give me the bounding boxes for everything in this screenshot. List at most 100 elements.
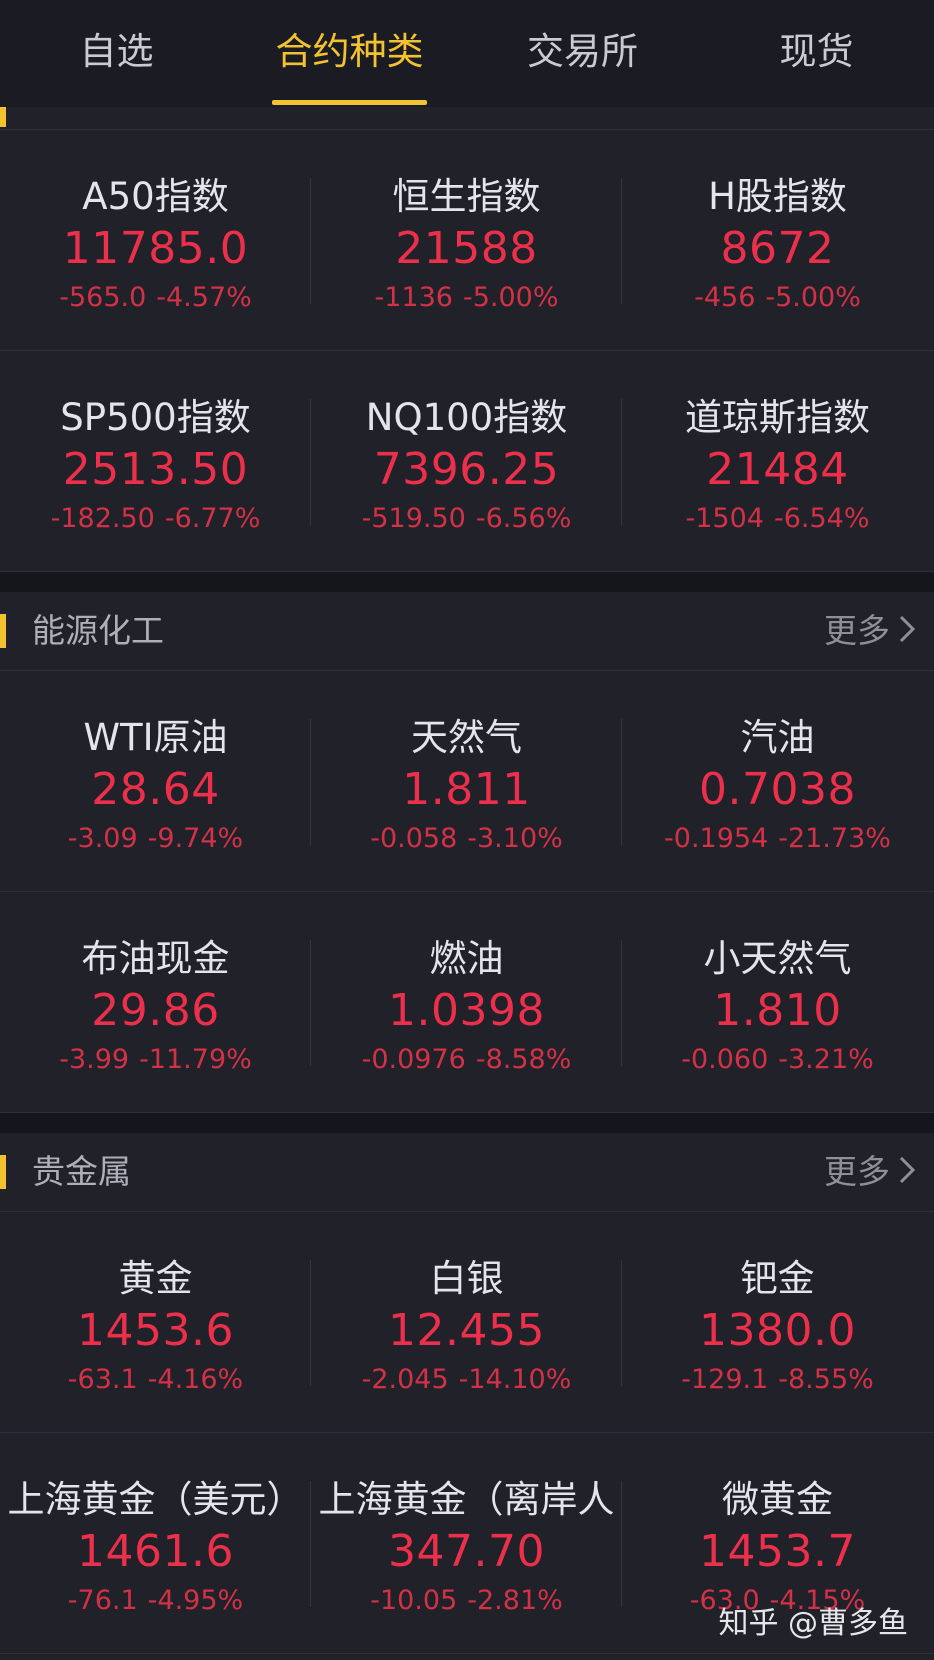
last-price: 7396.25 (373, 444, 560, 495)
more-label: 更多 (824, 1152, 890, 1191)
instrument-name: NQ100指数 (365, 396, 568, 439)
section-spacer (0, 1113, 934, 1133)
instrument-name: 恒生指数 (392, 175, 541, 218)
quote-row: A50指数 11785.0 -565.0 -4.57% 恒生指数 21588 -1… (0, 130, 934, 351)
column-divider (621, 940, 622, 1066)
instrument-name: 布油现金 (81, 937, 230, 980)
last-price: 1.811 (402, 764, 531, 815)
quote-card[interactable]: NQ100指数 7396.25 -519.50 -6.56% (311, 351, 622, 571)
more-button[interactable]: 更多 (824, 592, 916, 670)
change-percent: -9.74% (147, 823, 244, 854)
price-change: -0.0976 -8.58% (311, 1043, 622, 1077)
section-accent-bar (0, 107, 6, 127)
change-value: -2.045 (361, 1364, 449, 1395)
quote-card[interactable]: 天然气 1.811 -0.058 -3.10% (311, 671, 622, 891)
quote-row: 黄金 1453.6 -63.1 -4.16% 白银 12.455 -2.045 -1… (0, 1212, 934, 1433)
instrument-name: 上海黄金（美元） (7, 1478, 304, 1521)
change-percent: -8.55% (778, 1364, 874, 1395)
quote-card[interactable]: 上海黄金（美元） 1461.6 -76.1 -4.95% (0, 1433, 311, 1653)
change-percent: -4.16% (147, 1364, 244, 1395)
last-price: 29.86 (91, 985, 220, 1036)
section-accent-bar (0, 1155, 6, 1189)
instrument-name: 上海黄金（离岸人 (318, 1478, 615, 1521)
change-value: -565.0 (59, 282, 147, 313)
quote-card[interactable]: 燃油 1.0398 -0.0976 -8.58% (311, 892, 622, 1112)
column-divider (310, 1481, 311, 1607)
active-tab-indicator (272, 100, 427, 105)
more-label: 更多 (824, 611, 890, 650)
column-divider (310, 940, 311, 1066)
change-value: -519.50 (361, 503, 466, 534)
change-percent: -5.00% (462, 282, 559, 313)
quote-card[interactable]: A50指数 11785.0 -565.0 -4.57% (0, 130, 311, 350)
quote-card[interactable]: 汽油 0.7038 -0.1954 -21.73% (622, 671, 933, 891)
last-price: 1453.6 (77, 1305, 234, 1356)
change-value: -129.1 (681, 1364, 769, 1395)
section-title: 能源化工 (32, 611, 164, 650)
quote-card[interactable]: 小天然气 1.810 -0.060 -3.21% (622, 892, 933, 1112)
quote-card[interactable]: 道琼斯指数 21484 -1504 -6.54% (622, 351, 933, 571)
quote-card[interactable]: SP500指数 2513.50 -182.50 -6.77% (0, 351, 311, 571)
instrument-name: 道琼斯指数 (685, 396, 870, 439)
price-change: -456 -5.00% (622, 281, 933, 315)
instrument-name: H股指数 (708, 175, 847, 218)
quote-card[interactable]: 上海黄金（离岸人 347.70 -10.05 -2.81% (311, 1433, 622, 1653)
change-percent: -3.10% (467, 823, 563, 854)
change-value: -0.1954 (664, 823, 769, 854)
instrument-name: 微黄金 (722, 1478, 833, 1521)
column-divider (310, 719, 311, 845)
quote-card[interactable]: 钯金 1380.0 -129.1 -8.55% (622, 1212, 933, 1432)
change-value: -63.1 (67, 1364, 138, 1395)
quote-card[interactable]: 布油现金 29.86 -3.99 -11.79% (0, 892, 311, 1112)
column-divider (621, 178, 622, 304)
change-value: -63.0 (689, 1585, 760, 1616)
change-percent: -14.10% (458, 1364, 572, 1395)
last-price: 28.64 (91, 764, 220, 815)
last-price: 21588 (395, 223, 538, 274)
quote-card[interactable]: H股指数 8672 -456 -5.00% (622, 130, 933, 350)
instrument-name: WTI原油 (83, 716, 228, 759)
price-change: -182.50 -6.77% (0, 502, 311, 536)
tab-exchanges[interactable]: 交易所 (527, 30, 638, 73)
category-tab-bar: 自选 合约种类 交易所 现货 (0, 0, 934, 108)
last-price: 1453.7 (699, 1526, 856, 1577)
change-value: -76.1 (67, 1585, 138, 1616)
price-change: -3.09 -9.74% (0, 822, 311, 856)
change-value: -10.05 (370, 1585, 458, 1616)
instrument-name: 黄金 (118, 1257, 193, 1300)
instrument-name: 小天然气 (703, 937, 852, 980)
quote-card[interactable]: 微黄金 1453.7 -63.0 -4.15% (622, 1433, 933, 1653)
column-divider (310, 1260, 311, 1386)
change-percent: -4.95% (147, 1585, 244, 1616)
change-percent: -4.15% (769, 1585, 866, 1616)
instrument-name: A50指数 (82, 175, 229, 218)
instrument-name: SP500指数 (60, 396, 251, 439)
last-price: 8672 (720, 223, 835, 274)
quote-card[interactable]: WTI原油 28.64 -3.09 -9.74% (0, 671, 311, 891)
price-change: -565.0 -4.57% (0, 281, 311, 315)
price-change: -2.045 -14.10% (311, 1363, 622, 1397)
price-change: -129.1 -8.55% (622, 1363, 933, 1397)
quote-card[interactable]: 恒生指数 21588 -1136 -5.00% (311, 130, 622, 350)
price-change: -1136 -5.00% (311, 281, 622, 315)
last-price: 21484 (706, 444, 849, 495)
change-value: -3.99 (59, 1044, 130, 1075)
last-price: 12.455 (388, 1305, 545, 1356)
instrument-name: 白银 (429, 1257, 504, 1300)
column-divider (621, 719, 622, 845)
section-spacer (0, 572, 934, 592)
tab-watchlist[interactable]: 自选 (79, 30, 154, 73)
quote-card[interactable]: 黄金 1453.6 -63.1 -4.16% (0, 1212, 311, 1432)
chevron-right-icon (898, 1135, 916, 1213)
quote-row: WTI原油 28.64 -3.09 -9.74% 天然气 1.811 -0.058… (0, 671, 934, 892)
change-value: -182.50 (50, 503, 155, 534)
quote-card[interactable]: 白银 12.455 -2.045 -14.10% (311, 1212, 622, 1432)
more-button[interactable]: 更多 (824, 1133, 916, 1211)
price-change: -3.99 -11.79% (0, 1043, 311, 1077)
tab-contract-types[interactable]: 合约种类 (275, 30, 424, 73)
change-percent: -4.57% (156, 282, 252, 313)
change-percent: -21.73% (778, 823, 891, 854)
section-accent-bar (0, 614, 6, 648)
tab-spot[interactable]: 现货 (779, 30, 854, 73)
price-change: -76.1 -4.95% (0, 1584, 311, 1618)
